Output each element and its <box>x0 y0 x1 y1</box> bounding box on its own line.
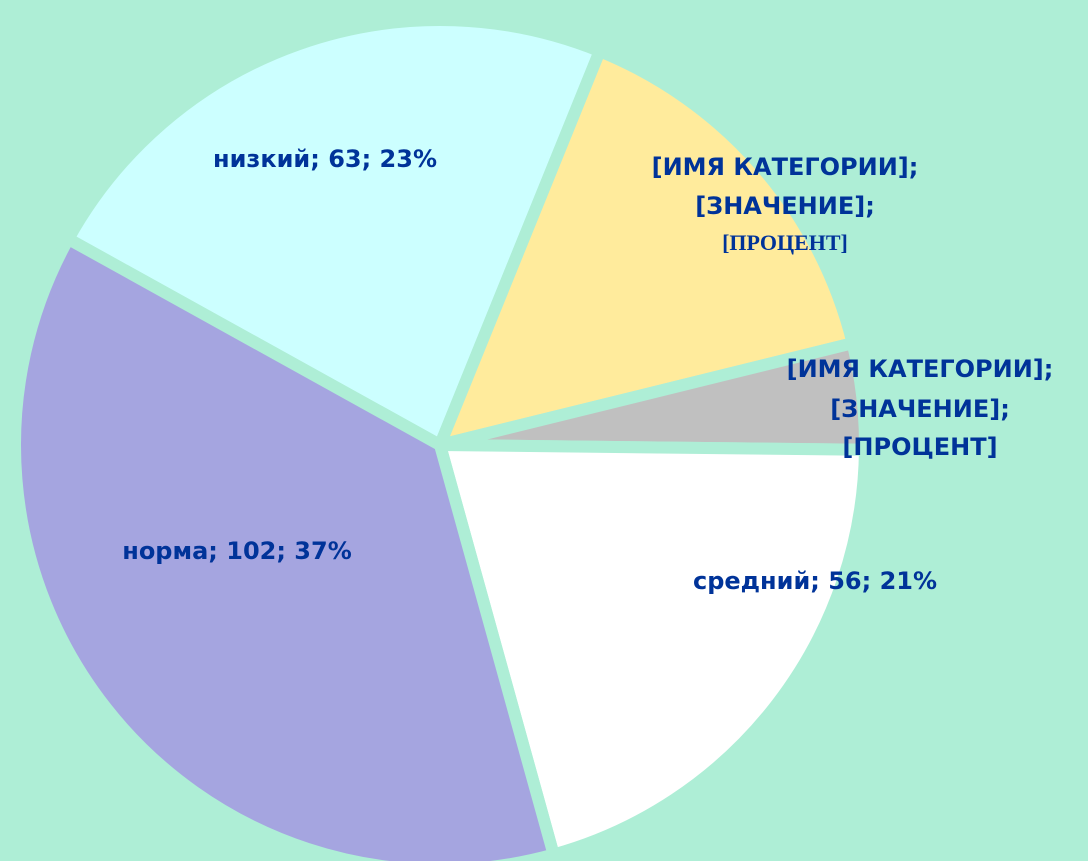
data-label: [ЗНАЧЕНИЕ]; <box>830 395 1010 423</box>
pie-slice <box>60 14 608 454</box>
pie-slice <box>430 43 860 454</box>
data-label: [ЗНАЧЕНИЕ]; <box>695 192 875 220</box>
data-label: [ИМЯ КАТЕГОРИИ]; <box>787 355 1054 383</box>
data-label: норма; 102; 37% <box>122 537 352 565</box>
pie-slice <box>9 230 562 861</box>
pie-slice <box>432 438 872 861</box>
data-label: [ПРОЦЕНТ] <box>842 433 997 461</box>
data-label: низкий; 63; 23% <box>213 145 437 173</box>
data-label: [ИМЯ КАТЕГОРИИ]; <box>652 153 919 181</box>
data-label: средний; 56; 21% <box>693 567 937 595</box>
data-label: [ПРОЦЕНТ] <box>722 230 848 255</box>
